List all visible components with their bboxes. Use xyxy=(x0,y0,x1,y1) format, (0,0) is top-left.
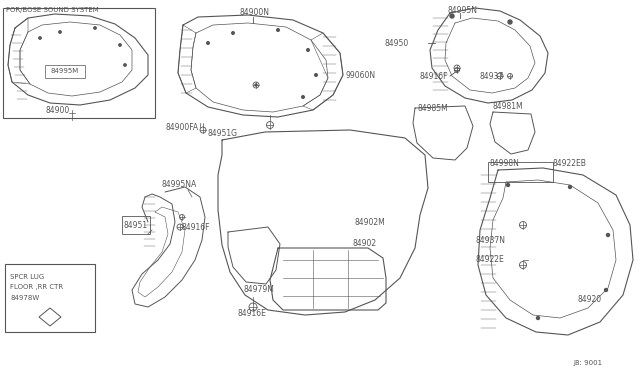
Text: 84979M: 84979M xyxy=(243,285,274,295)
Circle shape xyxy=(207,42,209,44)
Text: FOR/BOSE SOUND SYSTEM: FOR/BOSE SOUND SYSTEM xyxy=(6,7,99,13)
Circle shape xyxy=(605,289,607,292)
Circle shape xyxy=(255,84,257,86)
Text: 84922E: 84922E xyxy=(476,256,505,264)
Text: 84950: 84950 xyxy=(385,38,409,48)
Text: 84998N: 84998N xyxy=(490,158,520,167)
Text: 99060N: 99060N xyxy=(346,71,376,80)
Circle shape xyxy=(506,183,509,186)
FancyBboxPatch shape xyxy=(45,65,85,78)
Text: 84922EB: 84922EB xyxy=(553,158,587,167)
Text: 84920: 84920 xyxy=(578,295,602,305)
Circle shape xyxy=(508,20,512,24)
Circle shape xyxy=(307,49,309,51)
Circle shape xyxy=(301,96,304,98)
Circle shape xyxy=(119,44,121,46)
Text: 84937N: 84937N xyxy=(476,235,506,244)
Text: 84951: 84951 xyxy=(124,221,148,230)
Circle shape xyxy=(39,37,41,39)
Text: 84900FA: 84900FA xyxy=(166,122,199,131)
Text: 84916F: 84916F xyxy=(420,71,449,80)
Bar xyxy=(488,162,553,182)
Bar xyxy=(3,8,155,118)
Text: 84985M: 84985M xyxy=(418,103,449,112)
Text: 84902: 84902 xyxy=(353,238,377,247)
Text: 84916F: 84916F xyxy=(182,222,211,231)
Bar xyxy=(5,264,95,332)
Text: 84978W: 84978W xyxy=(10,295,39,301)
Circle shape xyxy=(536,317,540,320)
Polygon shape xyxy=(39,308,61,326)
Text: 84981M: 84981M xyxy=(493,102,524,110)
Text: 84900: 84900 xyxy=(45,106,69,115)
Text: FLOOR ,RR CTR: FLOOR ,RR CTR xyxy=(10,284,63,290)
Text: 84995N: 84995N xyxy=(448,6,478,15)
Text: 84902M: 84902M xyxy=(355,218,386,227)
Text: 84951G: 84951G xyxy=(208,128,238,138)
Text: 84916E: 84916E xyxy=(238,310,267,318)
Circle shape xyxy=(59,31,61,33)
Circle shape xyxy=(607,234,609,237)
Text: 84995M: 84995M xyxy=(51,68,79,74)
Text: 84995NA: 84995NA xyxy=(162,180,197,189)
Circle shape xyxy=(315,74,317,76)
Circle shape xyxy=(568,186,572,189)
Circle shape xyxy=(94,27,96,29)
Text: 84900N: 84900N xyxy=(240,7,270,16)
Circle shape xyxy=(232,32,234,34)
Circle shape xyxy=(276,29,279,31)
Text: J8: 9001: J8: 9001 xyxy=(574,360,603,366)
Circle shape xyxy=(450,14,454,18)
Text: 84937: 84937 xyxy=(480,71,504,80)
Bar xyxy=(122,216,150,234)
Circle shape xyxy=(124,64,126,66)
Text: SPCR LUG: SPCR LUG xyxy=(10,274,44,280)
